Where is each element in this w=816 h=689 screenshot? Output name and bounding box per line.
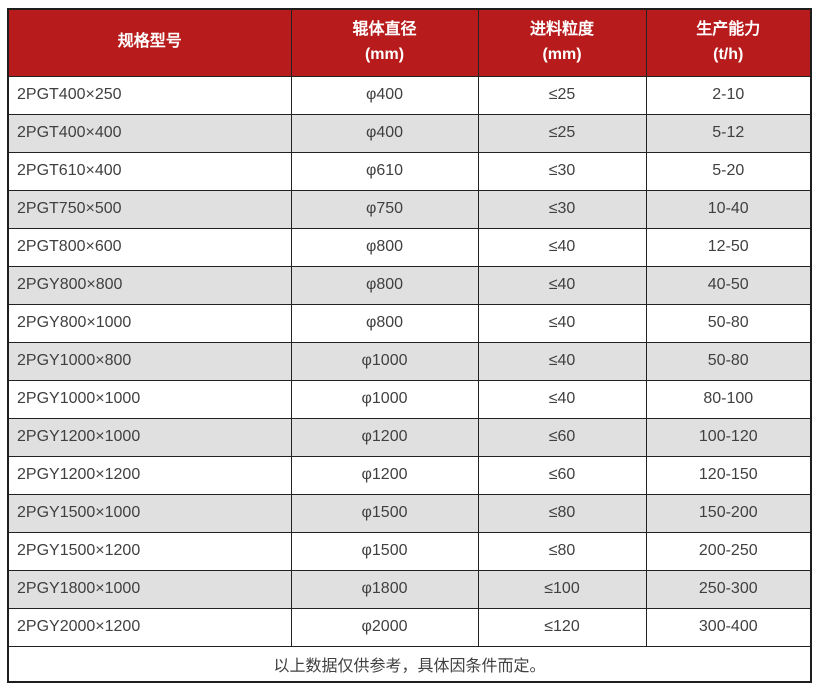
cell-model: 2PGY1200×1200 xyxy=(7,455,292,495)
cell-diameter: φ1200 xyxy=(290,417,479,457)
spec-table: 规格型号 辊体直径 (mm) 进料粒度 (mm) 生产能力 (t/h) 2PGT… xyxy=(7,8,812,683)
table-row: 2PGY1000×800 φ1000 ≤40 50-80 xyxy=(7,341,812,381)
cell-diameter: φ1200 xyxy=(290,455,479,495)
cell-diameter: φ610 xyxy=(290,151,479,191)
footer-note: 以上数据仅供参考，具体因条件而定。 xyxy=(7,645,812,683)
column-header-label: 生产能力 xyxy=(696,20,761,38)
cell-capacity: 250-300 xyxy=(645,569,812,609)
table-header: 规格型号 辊体直径 (mm) 进料粒度 (mm) 生产能力 (t/h) xyxy=(7,8,812,77)
column-header-unit: (mm) xyxy=(542,45,582,63)
column-header-unit: (t/h) xyxy=(713,45,744,63)
cell-feed-size: ≤40 xyxy=(477,379,647,419)
cell-diameter: φ800 xyxy=(290,265,479,305)
cell-capacity: 80-100 xyxy=(645,379,812,419)
cell-feed-size: ≤40 xyxy=(477,265,647,305)
column-header-unit: (mm) xyxy=(364,45,405,63)
cell-capacity: 2-10 xyxy=(645,75,812,115)
header-row: 规格型号 辊体直径 (mm) 进料粒度 (mm) 生产能力 (t/h) xyxy=(7,8,812,77)
cell-model: 2PGY800×800 xyxy=(7,265,292,305)
cell-diameter: φ1000 xyxy=(290,341,479,381)
cell-model: 2PGY1000×800 xyxy=(7,341,292,381)
table-row: 2PGY2000×1200 φ2000 ≤120 300-400 xyxy=(7,607,812,647)
table-row: 2PGY1800×1000 φ1800 ≤100 250-300 xyxy=(7,569,812,609)
cell-diameter: φ750 xyxy=(290,189,479,229)
cell-capacity: 200-250 xyxy=(645,531,812,571)
cell-feed-size: ≤40 xyxy=(477,341,647,381)
column-header-label: 规格型号 xyxy=(117,33,182,51)
cell-model: 2PGY2000×1200 xyxy=(7,607,292,647)
cell-model: 2PGY1000×1000 xyxy=(7,379,292,419)
cell-model: 2PGY1500×1200 xyxy=(7,531,292,571)
cell-feed-size: ≤80 xyxy=(477,493,647,533)
cell-capacity: 5-20 xyxy=(645,151,812,191)
cell-diameter: φ2000 xyxy=(290,607,479,647)
cell-diameter: φ1500 xyxy=(290,531,479,571)
cell-diameter: φ1000 xyxy=(290,379,479,419)
table-row: 2PGT610×400 φ610 ≤30 5-20 xyxy=(7,151,812,191)
column-header-label: 辊体直径 xyxy=(352,20,417,38)
cell-feed-size: ≤80 xyxy=(477,531,647,571)
cell-capacity: 300-400 xyxy=(645,607,812,647)
cell-feed-size: ≤100 xyxy=(477,569,647,609)
table-row: 2PGT800×600 φ800 ≤40 12-50 xyxy=(7,227,812,267)
table-row: 2PGT400×250 φ400 ≤25 2-10 xyxy=(7,75,812,115)
cell-feed-size: ≤30 xyxy=(477,189,647,229)
table-row: 2PGY1200×1000 φ1200 ≤60 100-120 xyxy=(7,417,812,457)
cell-model: 2PGY1200×1000 xyxy=(7,417,292,457)
cell-feed-size: ≤25 xyxy=(477,113,647,153)
footer-row: 以上数据仅供参考，具体因条件而定。 xyxy=(7,645,812,683)
cell-model: 2PGY1800×1000 xyxy=(7,569,292,609)
cell-model: 2PGT610×400 xyxy=(7,151,292,191)
cell-diameter: φ400 xyxy=(290,113,479,153)
cell-capacity: 50-80 xyxy=(645,341,812,381)
cell-diameter: φ800 xyxy=(290,303,479,343)
table-row: 2PGY1500×1200 φ1500 ≤80 200-250 xyxy=(7,531,812,571)
cell-diameter: φ1500 xyxy=(290,493,479,533)
cell-diameter: φ400 xyxy=(290,75,479,115)
column-header-capacity: 生产能力 (t/h) xyxy=(645,8,812,77)
cell-model: 2PGT400×400 xyxy=(7,113,292,153)
column-header-diameter: 辊体直径 (mm) xyxy=(290,8,479,77)
cell-model: 2PGT800×600 xyxy=(7,227,292,267)
cell-feed-size: ≤40 xyxy=(477,227,647,267)
cell-capacity: 10-40 xyxy=(645,189,812,229)
cell-feed-size: ≤25 xyxy=(477,75,647,115)
cell-model: 2PGY1500×1000 xyxy=(7,493,292,533)
column-header-model: 规格型号 xyxy=(7,8,292,77)
table-body: 2PGT400×250 φ400 ≤25 2-10 2PGT400×400 φ4… xyxy=(7,75,812,647)
cell-capacity: 120-150 xyxy=(645,455,812,495)
cell-feed-size: ≤40 xyxy=(477,303,647,343)
cell-capacity: 50-80 xyxy=(645,303,812,343)
cell-diameter: φ1800 xyxy=(290,569,479,609)
cell-model: 2PGT750×500 xyxy=(7,189,292,229)
cell-feed-size: ≤120 xyxy=(477,607,647,647)
cell-model: 2PGT400×250 xyxy=(7,75,292,115)
cell-capacity: 150-200 xyxy=(645,493,812,533)
table-row: 2PGY800×1000 φ800 ≤40 50-80 xyxy=(7,303,812,343)
cell-feed-size: ≤60 xyxy=(477,455,647,495)
cell-capacity: 40-50 xyxy=(645,265,812,305)
cell-model: 2PGY800×1000 xyxy=(7,303,292,343)
table-row: 2PGY1200×1200 φ1200 ≤60 120-150 xyxy=(7,455,812,495)
column-header-feed-size: 进料粒度 (mm) xyxy=(477,8,647,77)
table-footer: 以上数据仅供参考，具体因条件而定。 xyxy=(7,645,812,683)
table-row: 2PGT400×400 φ400 ≤25 5-12 xyxy=(7,113,812,153)
cell-capacity: 12-50 xyxy=(645,227,812,267)
column-header-label: 进料粒度 xyxy=(529,20,594,38)
cell-feed-size: ≤30 xyxy=(477,151,647,191)
cell-diameter: φ800 xyxy=(290,227,479,267)
table-row: 2PGT750×500 φ750 ≤30 10-40 xyxy=(7,189,812,229)
table-row: 2PGY1000×1000 φ1000 ≤40 80-100 xyxy=(7,379,812,419)
table-row: 2PGY800×800 φ800 ≤40 40-50 xyxy=(7,265,812,305)
cell-capacity: 5-12 xyxy=(645,113,812,153)
cell-feed-size: ≤60 xyxy=(477,417,647,457)
cell-capacity: 100-120 xyxy=(645,417,812,457)
table-row: 2PGY1500×1000 φ1500 ≤80 150-200 xyxy=(7,493,812,533)
